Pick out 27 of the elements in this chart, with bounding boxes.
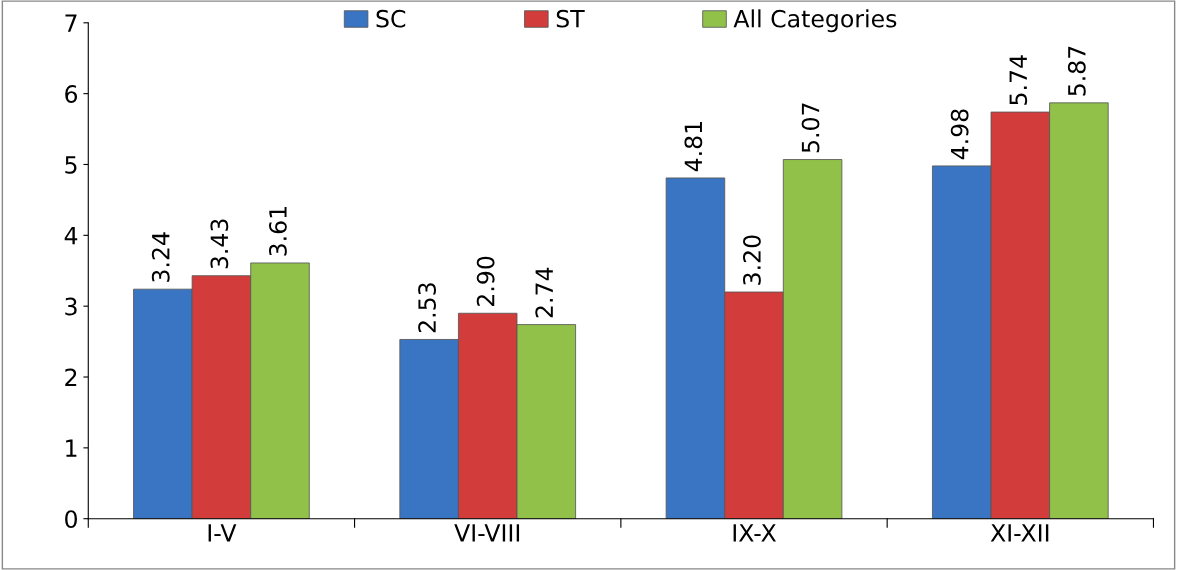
- data-label: 3.43: [210, 219, 229, 269]
- x-tick-label: IX-X: [733, 524, 777, 542]
- data-label: 4.81: [684, 122, 703, 172]
- x-tick-label: I-V: [208, 524, 237, 542]
- y-tick-label: 3: [65, 297, 77, 316]
- y-tick-label: 4: [64, 227, 78, 245]
- y-tick-label: 6: [65, 85, 78, 103]
- data-label: 5.74: [1009, 55, 1028, 105]
- data-label: 2.74: [535, 267, 553, 318]
- legend-label: SC: [376, 9, 406, 28]
- data-label: 3.20: [743, 235, 761, 285]
- data-label: 2.90: [476, 256, 495, 306]
- legend-label: All Categories: [733, 9, 897, 33]
- legend-label: ST: [556, 9, 585, 28]
- data-label: 5.87: [1067, 46, 1086, 96]
- y-tick-label: 1: [66, 439, 77, 457]
- data-label: 3.61: [269, 207, 287, 256]
- y-tick-label: 5: [65, 156, 77, 174]
- y-tick-label: 7: [65, 14, 77, 32]
- y-tick-label: 0: [65, 510, 77, 529]
- data-label: 4.98: [950, 109, 969, 160]
- data-label: 2.53: [418, 283, 436, 333]
- data-label: 5.07: [801, 103, 820, 153]
- x-tick-label: VI-VIII: [454, 524, 520, 542]
- y-tick-label: 2: [65, 368, 77, 386]
- data-label: 3.24: [151, 232, 170, 282]
- x-tick-label: XI-XII: [990, 524, 1049, 542]
